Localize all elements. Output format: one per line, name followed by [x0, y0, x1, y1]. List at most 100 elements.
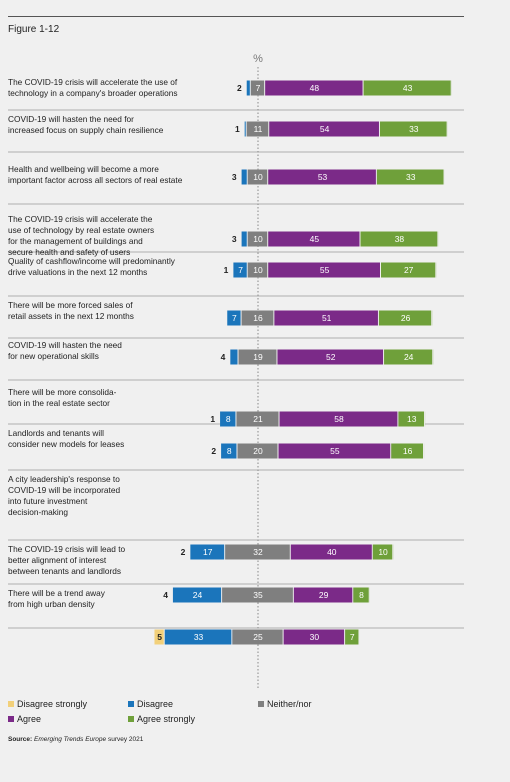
- value-label-agree-strongly: 33: [406, 172, 416, 182]
- row-label: COVID-19 will hasten the need: [8, 340, 122, 350]
- bar-disagree: [241, 169, 248, 185]
- bar-gap: [375, 169, 377, 185]
- bar-agree-strongly: [384, 349, 434, 365]
- bar-disagree: [190, 544, 226, 560]
- bar-gap: [431, 310, 433, 326]
- source-note: Source: Emerging Trends Europe survey 20…: [8, 736, 143, 743]
- row-label: tion in the real estate sector: [8, 398, 110, 408]
- row-label: COVID-19 will be incorporated: [8, 485, 120, 495]
- bar-disagree: [246, 80, 251, 96]
- value-label-outer: 4: [221, 352, 226, 362]
- bar-gap: [344, 629, 346, 645]
- value-label-outer: 1: [224, 265, 229, 275]
- bar-gap: [371, 544, 373, 560]
- bar-gap: [221, 587, 223, 603]
- row-label: secure health and safety of users: [8, 247, 130, 257]
- bar-gap: [249, 80, 251, 96]
- bar-gap: [443, 169, 445, 185]
- value-label-agree-strongly: 27: [404, 265, 414, 275]
- bar-neither-nor: [247, 231, 269, 247]
- bar-gap: [362, 80, 364, 96]
- value-label-disagree: 8: [227, 446, 232, 456]
- source-suffix: survey 2021: [106, 736, 144, 743]
- row-label: COVID-19 will hasten the need for: [8, 114, 134, 124]
- row-label: increased focus on supply chain resilien…: [8, 125, 164, 135]
- bar-gap: [424, 411, 426, 427]
- bar-gap: [380, 262, 381, 278]
- row-label: into future investment: [8, 496, 88, 506]
- bar-gap: [446, 121, 448, 137]
- value-label-agree-strongly: 24: [404, 352, 414, 362]
- row-label: better alignment of interest: [8, 555, 107, 565]
- bar-disagree: [241, 231, 248, 247]
- value-label-agree-strongly: 33: [409, 124, 419, 134]
- bar-disagree: [220, 411, 237, 427]
- bar-gap: [237, 349, 239, 365]
- bar-gap: [292, 587, 294, 603]
- bar-agree-strongly: [398, 411, 426, 427]
- bar-agree: [268, 262, 381, 278]
- row-label: technology in a company's broader operat…: [8, 88, 177, 98]
- bar-gap: [423, 443, 425, 459]
- value-label-disagree: 24: [193, 590, 203, 600]
- value-label-agree: 55: [320, 265, 330, 275]
- bar-neither-nor: [238, 349, 278, 365]
- bar-agree: [293, 587, 354, 603]
- value-label-agree: 54: [320, 124, 330, 134]
- value-label-neither: 32: [253, 547, 263, 557]
- bar-gap: [278, 411, 280, 427]
- bar-gap: [397, 411, 399, 427]
- value-label-disagree: 33: [194, 632, 204, 642]
- value-label-agree: 52: [326, 352, 336, 362]
- value-label-agree-strongly: 7: [350, 632, 355, 642]
- value-label-agree-strongly: 26: [401, 313, 411, 323]
- bar-agree: [283, 629, 346, 645]
- bar-agree: [268, 169, 377, 185]
- legend-label-neither: Neither/nor: [267, 699, 312, 709]
- value-label-agree-strongly: 38: [395, 234, 405, 244]
- row-label: decision-making: [8, 507, 68, 517]
- value-label-outer: 1: [210, 414, 215, 424]
- value-label-outer: 1: [235, 124, 240, 134]
- bar-gap: [267, 262, 269, 278]
- row-label: There will be a trend away: [8, 588, 106, 598]
- value-label-agree: 40: [327, 547, 337, 557]
- legend-swatch-disagree: [128, 701, 134, 707]
- bar-gap: [240, 310, 242, 326]
- bar-agree: [278, 443, 392, 459]
- row-label: The COVID-19 crisis will lead to: [8, 544, 125, 554]
- bar-gap: [368, 587, 370, 603]
- bar-gap: [392, 544, 394, 560]
- bar-gap: [224, 544, 226, 560]
- bar-disagree: [227, 310, 242, 326]
- bar-agree: [265, 80, 364, 96]
- legend-swatch-agree: [8, 716, 14, 722]
- bar-gap: [359, 231, 361, 247]
- row-label: important factor across all sectors of r…: [8, 175, 183, 185]
- bar-disagree: [164, 629, 233, 645]
- bar-neither-nor: [246, 121, 270, 137]
- row-label: The COVID-19 crisis will accelerate the …: [8, 77, 178, 87]
- value-label-outer: 2: [237, 83, 242, 93]
- bar-agree-strongly: [353, 587, 370, 603]
- bar-agree: [268, 231, 361, 247]
- legend-item-agree: Agree: [8, 714, 41, 724]
- row-label: drive valuations in the next 12 months: [8, 267, 147, 277]
- bar-neither-nor: [236, 411, 280, 427]
- legend-swatch-neither: [258, 701, 264, 707]
- bar-gap: [289, 544, 291, 560]
- value-label-agree-strongly: 16: [403, 446, 413, 456]
- bar-gap: [358, 629, 360, 645]
- bar-agree: [274, 310, 379, 326]
- row-label: Health and wellbeing will become a more: [8, 164, 159, 174]
- value-label-neither: 10: [253, 234, 263, 244]
- bar-gap: [377, 310, 379, 326]
- value-label-agree-strongly: 8: [359, 590, 364, 600]
- value-label-disagree: 7: [232, 313, 237, 323]
- row-label: The COVID-19 crisis will accelerate the: [8, 214, 153, 224]
- bar-agree: [269, 121, 380, 137]
- figure-label: Figure 1-12: [8, 24, 60, 35]
- value-label-agree-strongly: 10: [378, 547, 388, 557]
- bar-gap: [277, 443, 279, 459]
